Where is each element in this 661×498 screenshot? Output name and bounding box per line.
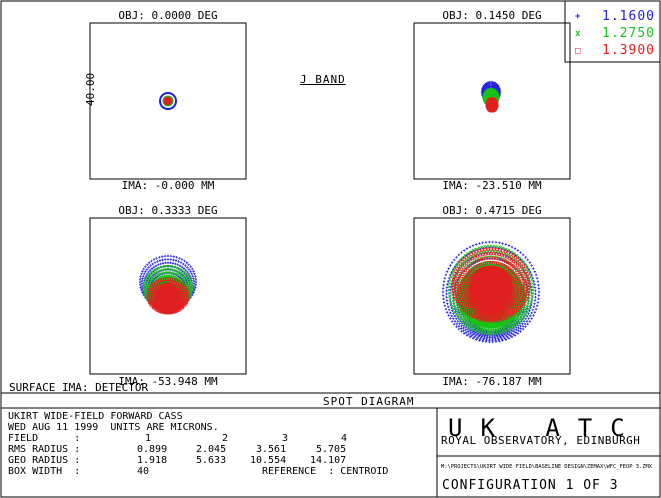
spot-panel-4 [413, 217, 571, 375]
band-label: J BAND [300, 73, 346, 86]
field-value-4: 4 [341, 433, 348, 444]
rms-value-4: 5.705 [316, 444, 347, 455]
info-date-units: WED AUG 11 1999 UNITS ARE MICRONS. [8, 422, 219, 433]
panel-2-ima-label: IMA: -23.510 MM [442, 179, 542, 192]
legend-row-3: □ 1.3900 [565, 43, 661, 59]
geo-value-2: 5.633 [196, 455, 227, 466]
diagram-title: SPOT DIAGRAM [323, 395, 415, 408]
panel-4-obj-label: OBJ: 0.4715 DEG [442, 204, 542, 217]
legend-wavelength-3: 1.3900 [602, 43, 655, 58]
spot-4-red-ring [451, 247, 531, 323]
spot-1-red-core [163, 96, 173, 106]
geo-value-1: 1.918 [137, 455, 168, 466]
field-value-3: 3 [282, 433, 289, 444]
spot-panel-3 [89, 217, 247, 375]
geo-value-3: 10.554 [250, 455, 287, 466]
spot-3-red-fill [155, 284, 181, 312]
spot-panel-1 [89, 22, 247, 180]
panel-1-ima-label: IMA: -0.000 MM [121, 179, 215, 192]
y-axis-label: 40.00 [84, 72, 97, 106]
box-width-label: BOX WIDTH : [8, 466, 81, 477]
panel-2-obj-label: OBJ: 0.1450 DEG [442, 9, 542, 22]
ukatc-logo: UK ATC [448, 414, 643, 442]
geo-label: GEO RADIUS : [8, 455, 81, 466]
legend-wavelength-2: 1.2750 [602, 26, 655, 41]
spot-2-red-ring [487, 101, 497, 113]
geo-value-4: 14.107 [310, 455, 347, 466]
legend-wavelength-1: 1.1600 [602, 9, 655, 24]
legend-marker-3: □ [575, 46, 581, 56]
rms-value-2: 2.045 [196, 444, 227, 455]
panel-4-ima-label: IMA: -76.187 MM [442, 375, 542, 388]
spot-4-red-ring [457, 256, 525, 320]
surface-label: SURFACE IMA: DETECTOR [9, 381, 149, 394]
field-label: FIELD : [8, 433, 81, 444]
spot-3-red-ring [146, 277, 190, 315]
panel-3-obj-label: OBJ: 0.3333 DEG [118, 204, 218, 217]
panel-3-ima-label: IMA: -53.948 MM [118, 375, 218, 388]
organization-name: ROYAL OBSERVATORY, EDINBURGH [441, 434, 641, 447]
spot-4-red-fill [469, 266, 513, 310]
info-title: UKIRT WIDE-FIELD FORWARD CASS [8, 411, 183, 422]
legend-marker-2: x [575, 29, 581, 39]
wavelength-legend: + 1.1600 x 1.2750 □ 1.3900 [565, 0, 661, 62]
spot-panel-2 [413, 22, 571, 180]
file-path: M:\PROJECTS\UKIRT WIDE FIELD\BASELINE DE… [441, 464, 652, 470]
panel-1-obj-label: OBJ: 0.0000 DEG [118, 9, 218, 22]
rms-value-3: 3.561 [256, 444, 287, 455]
legend-row-2: x 1.2750 [565, 26, 661, 42]
field-value-2: 2 [222, 433, 229, 444]
rms-label: RMS RADIUS : [8, 444, 81, 455]
spot-4-blue-ring [441, 240, 541, 344]
rms-value-1: 0.899 [137, 444, 168, 455]
field-value-1: 1 [145, 433, 152, 444]
spot-1-blue-outer [159, 92, 177, 110]
legend-marker-1: + [575, 12, 581, 22]
configuration-label: CONFIGURATION 1 OF 3 [442, 478, 619, 493]
legend-row-1: + 1.1600 [565, 9, 661, 25]
box-width-value: 40 [137, 466, 150, 477]
reference-label: REFERENCE : CENTROID [262, 466, 389, 477]
